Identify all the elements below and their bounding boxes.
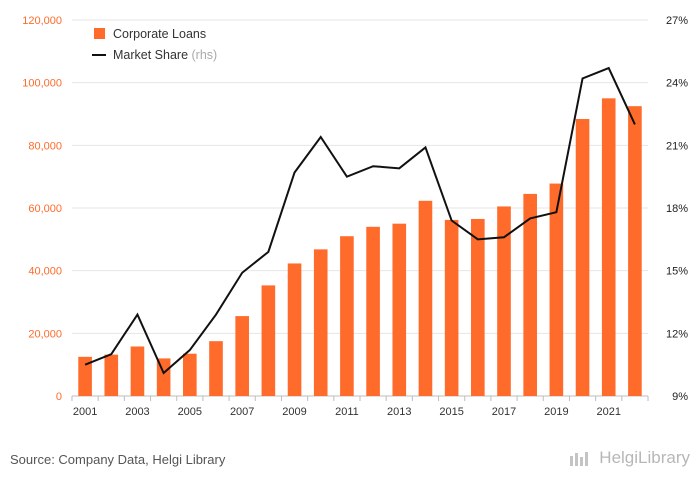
y-right-tick-label: 24% [666,78,688,90]
bar [471,218,485,396]
x-tick-label: 2019 [544,406,568,418]
bar [287,263,302,396]
source-note: Source: Company Data, Helgi Library [10,452,226,467]
bar [104,354,119,396]
x-tick-label: 2013 [387,406,411,418]
legend-rhs-suffix: (rhs) [192,48,218,62]
bar [601,98,616,396]
legend-label-corporate-loans: Corporate Loans [113,27,206,41]
x-tick-label: 2001 [73,406,97,418]
bar [209,341,223,396]
x-tick-label: 2005 [178,406,202,418]
bar [130,346,145,396]
x-tick-label: 2011 [335,406,359,418]
y-left-tick-label: 80,000 [28,140,62,152]
y-left-tick-label: 60,000 [28,203,62,215]
x-tick-label: 2003 [125,406,149,418]
bar [366,226,380,396]
bar [313,249,328,396]
y-right-tick-label: 21% [666,140,688,152]
y-right-tick-label: 18% [666,203,688,215]
x-tick-label: 2021 [596,406,620,418]
bar [392,223,407,396]
bar [78,356,92,396]
y-right-tick-label: 12% [666,328,688,340]
y-left-tick-label: 40,000 [28,266,62,278]
x-tick-label: 2007 [230,406,254,418]
bar [235,316,249,396]
y-left-tick-label: 120,000 [22,15,62,27]
library-icon [569,450,593,466]
y-right-tick-label: 27% [666,15,688,27]
bar [628,106,642,397]
market-share-line [84,66,636,375]
brand-logo: HelgiLibrary [569,448,690,468]
bar [340,236,354,396]
brand-text: HelgiLibrary [599,448,690,467]
bar [575,119,590,396]
x-tick-label: 2015 [439,406,463,418]
bar [497,206,511,396]
legend-swatch-corporate-loans [94,28,105,39]
bar [418,200,433,396]
bar [523,193,537,396]
legend-label-market-share: Market Share (rhs) [113,48,217,62]
bar [183,353,197,396]
bar [444,219,459,396]
bar [261,285,276,396]
y-left-tick-label: 20,000 [28,328,62,340]
x-tick-label: 2017 [492,406,516,418]
x-tick-label: 2009 [282,406,306,418]
combo-chart: 0 20,000 40,000 60,000 80,000 100,000 120,000 9… [22,15,688,418]
y-left-tick-label: 100,000 [22,78,62,90]
y-left-tick-label: 0 [56,391,62,403]
y-right-tick-label: 15% [666,266,688,278]
bar [549,183,564,396]
y-right-tick-label: 9% [672,391,688,403]
